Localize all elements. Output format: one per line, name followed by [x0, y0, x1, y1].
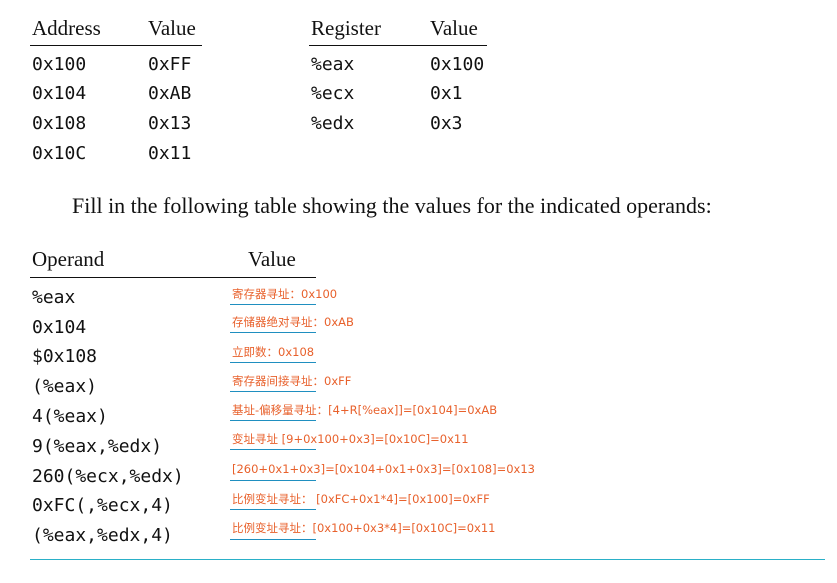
answer-text: 比例变址寻址：[0x100+0x3*4]=[0x10C]=0x11	[232, 521, 496, 535]
operand-cell: %eax	[32, 287, 76, 308]
register-header-register: Register	[311, 16, 381, 40]
operand-header-operand: Operand	[32, 247, 105, 271]
bottom-rule	[30, 559, 825, 560]
answer-text: 存储器绝对寻址：0xAB	[232, 315, 354, 329]
operand-cell: (%eax,%edx,4)	[32, 525, 173, 546]
memory-header-value: Value	[148, 16, 196, 40]
memory-address: 0x100	[32, 54, 87, 75]
answer-text: 立即数：0x108	[232, 345, 315, 359]
operand-header-rule	[30, 277, 316, 278]
register-value: 0x1	[430, 83, 463, 104]
memory-address: 0x10C	[32, 143, 87, 164]
answer-text: 比例变址寻址： [0xFC+0x1*4]=[0x100]=0xFF	[232, 492, 490, 506]
operand-cell: 4(%eax)	[32, 406, 108, 427]
register-name: %ecx	[311, 83, 355, 104]
answer-underline	[230, 539, 316, 540]
operand-cell: 9(%eax,%edx)	[32, 436, 163, 457]
memory-address: 0x104	[32, 83, 87, 104]
memory-value: 0x13	[148, 113, 192, 134]
memory-header-address: Address	[32, 16, 101, 40]
answer-underline	[230, 391, 316, 392]
register-header-rule	[309, 45, 487, 46]
answer-underline	[230, 304, 316, 305]
operand-cell: 260(%ecx,%edx)	[32, 466, 184, 487]
memory-value: 0xFF	[148, 54, 192, 75]
answer-underline	[230, 362, 316, 363]
answer-text: 寄存器寻址：0x100	[232, 287, 338, 301]
register-value: 0x100	[430, 54, 485, 75]
answer-underline	[230, 420, 316, 421]
memory-address: 0x108	[32, 113, 87, 134]
register-name: %eax	[311, 54, 355, 75]
answer-underline	[230, 332, 316, 333]
operand-cell: (%eax)	[32, 376, 98, 397]
answer-text: [260+0x1+0x3]=[0x104+0x1+0x3]=[0x108]=0x…	[232, 462, 535, 476]
operand-cell: 0xFC(,%ecx,4)	[32, 495, 173, 516]
memory-value: 0xAB	[148, 83, 192, 104]
answer-underline	[230, 480, 316, 481]
answer-underline	[230, 449, 316, 450]
memory-header-rule	[30, 45, 202, 46]
answer-text: 基址-偏移量寻址：[4+R[%eax]]=[0x104]=0xAB	[232, 403, 498, 417]
operand-cell: 0x104	[32, 317, 87, 338]
register-value: 0x3	[430, 113, 463, 134]
register-header-value: Value	[430, 16, 478, 40]
operand-cell: $0x108	[32, 346, 98, 367]
answer-underline	[230, 509, 316, 510]
register-name: %edx	[311, 113, 355, 134]
answer-text: 变址寻址 [9+0x100+0x3]=[0x10C]=0x11	[232, 432, 469, 446]
memory-value: 0x11	[148, 143, 192, 164]
instruction-text: Fill in the following table showing the …	[72, 193, 712, 218]
answer-text: 寄存器间接寻址：0xFF	[232, 374, 352, 388]
operand-header-value: Value	[248, 247, 296, 271]
